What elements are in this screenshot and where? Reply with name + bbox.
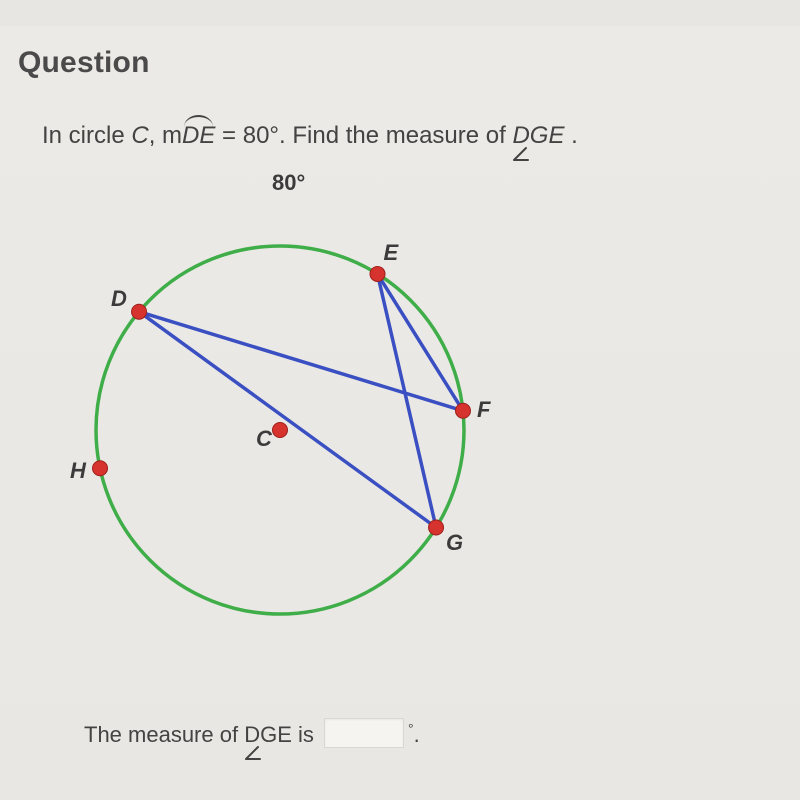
arc-measure-label: 80° [272,170,305,196]
circle-name: C [131,122,148,149]
answer-lead: The measure of [84,722,244,747]
point-label-D: D [111,286,127,312]
answer-sentence: The measure of DGE is °. [84,718,420,748]
question-prompt: In circle C, mDE = 80°. Find the measure… [42,122,578,150]
prompt-lead: In circle [42,122,131,149]
point-label-G: G [446,530,463,556]
point-label-H: H [70,458,86,484]
answer-mid: is [298,722,314,747]
point-label-F: F [477,397,490,423]
answer-input[interactable] [324,718,404,748]
toolbar-hint [0,0,800,26]
question-heading: Question [18,46,150,80]
point-label-C: C [256,426,272,452]
point-label-E: E [384,240,399,266]
prompt-mid1: , m [149,122,182,149]
prompt-mid2: = 80°. Find the measure of [215,122,512,149]
answer-period: . [414,722,420,747]
prompt-tail: . [564,122,577,149]
circle-diagram [60,190,540,670]
arc-name: DE [182,122,215,150]
